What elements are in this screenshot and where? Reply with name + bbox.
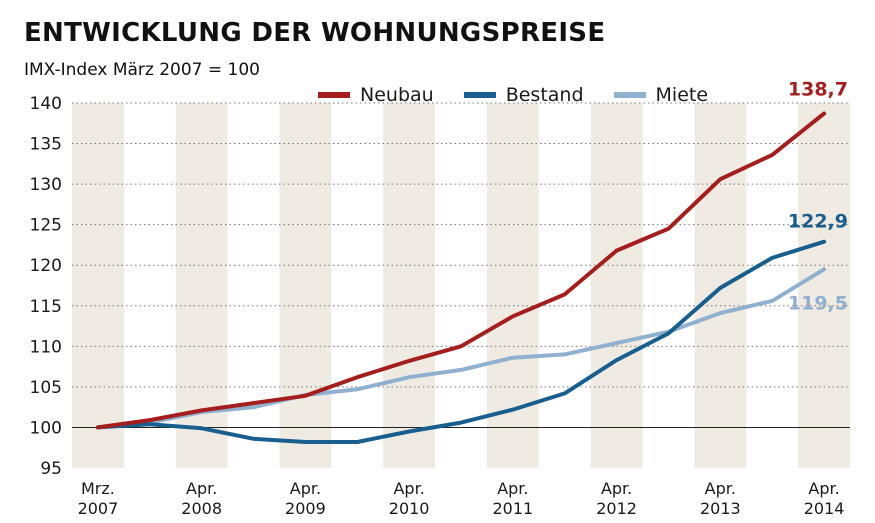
legend-label-neubau: Neubau bbox=[360, 84, 434, 106]
y-tick-label: 120 bbox=[30, 256, 62, 276]
chart-subtitle: IMX-Index März 2007 = 100 bbox=[24, 60, 260, 80]
x-tick-label: Apr. bbox=[808, 479, 839, 498]
series-line-neubau bbox=[95, 111, 827, 430]
x-tick-label: 2007 bbox=[78, 499, 119, 518]
x-tick-label: Apr. bbox=[497, 479, 528, 498]
x-tick-label: 2009 bbox=[285, 499, 326, 518]
y-tick-label: 125 bbox=[30, 216, 62, 236]
legend: Neubau Bestand Miete bbox=[318, 84, 708, 106]
x-tick-label: 2008 bbox=[181, 499, 222, 518]
background-band bbox=[486, 103, 539, 468]
legend-item-neubau: Neubau bbox=[318, 84, 434, 106]
x-tick-label: 2013 bbox=[700, 499, 741, 518]
x-tick-label: Apr. bbox=[393, 479, 424, 498]
y-tick-label: 100 bbox=[30, 418, 62, 438]
series-line-miete bbox=[95, 267, 827, 430]
x-tick-label: Mrz. bbox=[81, 479, 115, 498]
background-band bbox=[798, 103, 850, 468]
background-band bbox=[590, 103, 643, 468]
y-tick-label: 115 bbox=[30, 297, 62, 317]
legend-swatch-miete bbox=[613, 92, 646, 98]
chart-title: ENTWICKLUNG DER WOHNUNGSPREISE bbox=[24, 18, 606, 48]
legend-item-bestand: Bestand bbox=[463, 84, 584, 106]
end-label-neubau: 138,7 bbox=[788, 79, 848, 101]
x-tick-label: Apr. bbox=[290, 479, 321, 498]
background-band bbox=[279, 103, 332, 468]
legend-swatch-neubau bbox=[318, 92, 350, 98]
x-tick-label: 2010 bbox=[389, 499, 430, 518]
y-tick-label: 105 bbox=[30, 378, 62, 398]
legend-label-miete: Miete bbox=[655, 84, 709, 106]
x-tick-label: 2012 bbox=[596, 499, 637, 518]
x-tick-label: Apr. bbox=[601, 479, 632, 498]
y-tick-label: 110 bbox=[30, 337, 62, 357]
y-tick-label: 135 bbox=[30, 135, 62, 155]
end-label-miete: 119,5 bbox=[788, 293, 848, 315]
x-tick-label: Apr. bbox=[186, 479, 217, 498]
x-tick-label: Apr. bbox=[705, 479, 736, 498]
end-label-bestand: 122,9 bbox=[788, 211, 848, 233]
background-band bbox=[72, 103, 124, 468]
x-tick-label: 2011 bbox=[493, 499, 534, 518]
legend-label-bestand: Bestand bbox=[505, 84, 584, 106]
y-tick-label: 140 bbox=[30, 94, 62, 114]
x-tick-label: 2014 bbox=[804, 499, 845, 518]
series-line-bestand bbox=[95, 239, 827, 444]
background-band bbox=[383, 103, 436, 468]
y-tick-label: 130 bbox=[30, 175, 62, 195]
legend-swatch-bestand bbox=[463, 92, 496, 98]
y-tick-label: 95 bbox=[40, 459, 62, 479]
background-band bbox=[694, 103, 747, 468]
legend-item-miete: Miete bbox=[613, 84, 709, 106]
